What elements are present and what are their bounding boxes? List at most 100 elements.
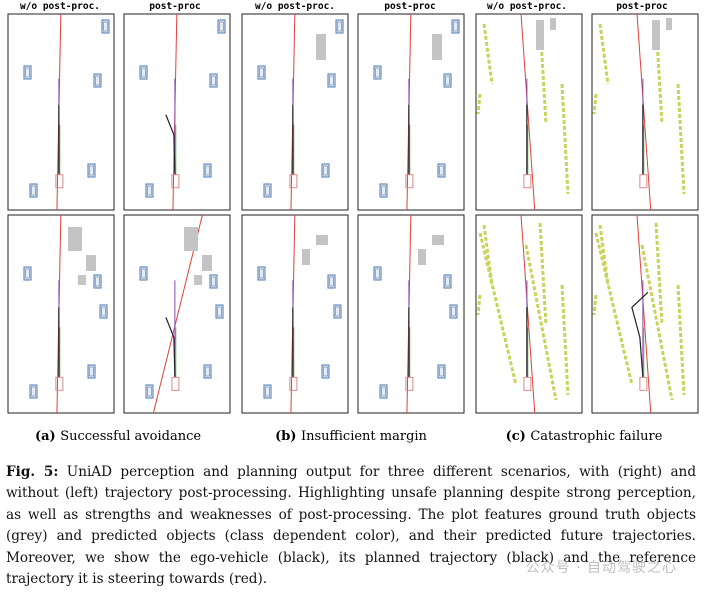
- subfigure-label: (c) Catastrophic failure: [506, 429, 663, 444]
- lane-marking: [676, 284, 686, 396]
- ego-vehicle: [289, 174, 298, 189]
- scenario-panel: [357, 214, 465, 414]
- predicted-object: [99, 304, 108, 319]
- ground-truth-object: [652, 20, 660, 50]
- predicted-object: [443, 274, 452, 289]
- scenario-panel: [123, 13, 231, 211]
- predicted-object: [335, 19, 344, 34]
- ground-truth-object: [329, 75, 334, 86]
- watermark: 公众号 · 自动驾驶之心: [525, 560, 677, 576]
- subfigure-label: (b) Insufficient margin: [275, 429, 427, 444]
- ground-truth-object: [184, 227, 198, 251]
- subfigure-tag: (c): [506, 429, 531, 444]
- panel-frame: [123, 214, 231, 414]
- ground-truth-object: [265, 185, 270, 196]
- panel-frame: [7, 214, 115, 414]
- ground-truth-object: [147, 185, 152, 196]
- scenario-panel: [357, 13, 465, 211]
- lane-marking: [482, 23, 494, 85]
- lane-marking: [476, 93, 482, 115]
- lane-marking: [538, 222, 548, 326]
- ground-truth-object: [335, 306, 340, 317]
- predicted-object: [145, 183, 154, 198]
- ground-truth-object: [451, 306, 456, 317]
- predicted-object: [437, 163, 446, 178]
- ground-truth-object: [205, 165, 210, 176]
- column-title: post-proc: [384, 1, 435, 12]
- ground-truth-object: [550, 18, 556, 30]
- panel-frame: [241, 214, 349, 414]
- reference-trajectory: [520, 215, 536, 413]
- scenario-panel: [123, 214, 231, 414]
- ground-truth-object: [25, 67, 30, 78]
- predicted-object: [263, 384, 272, 399]
- predicted-object: [203, 163, 212, 178]
- ground-truth-object: [316, 235, 328, 245]
- ego-vehicle: [55, 376, 64, 391]
- predicted-object: [209, 274, 218, 289]
- lane-marking: [560, 284, 570, 396]
- ground-truth-object: [259, 67, 264, 78]
- predicted-object: [321, 364, 330, 379]
- ground-truth-object: [141, 268, 146, 279]
- ground-truth-object: [418, 249, 426, 265]
- lane-marking: [594, 232, 634, 386]
- column-title: post-proc: [616, 1, 667, 12]
- ground-truth-object: [211, 276, 216, 287]
- ground-truth-object: [31, 386, 36, 397]
- predicted-object: [139, 266, 148, 281]
- ground-truth-object: [381, 386, 386, 397]
- reference-trajectory: [520, 14, 536, 210]
- ground-truth-object: [536, 20, 544, 50]
- reference-trajectory: [636, 14, 652, 210]
- ground-truth-object: [89, 366, 94, 377]
- ground-truth-object: [439, 366, 444, 377]
- predicted-object: [379, 183, 388, 198]
- subfigure-tag: (a): [35, 429, 60, 444]
- panel-frame: [357, 13, 465, 211]
- subfigure-title: Successful avoidance: [60, 429, 201, 444]
- ego-vehicle: [639, 376, 648, 391]
- predicted-object: [145, 384, 154, 399]
- ground-truth-object: [453, 21, 458, 32]
- planned-trajectory: [165, 317, 176, 378]
- subfigure-label: (a) Successful avoidance: [35, 429, 201, 444]
- lane-marking: [592, 294, 598, 316]
- ground-truth-object: [89, 165, 94, 176]
- scenario-panel: [241, 214, 349, 414]
- panel-frame: [475, 214, 583, 414]
- predicted-object: [321, 163, 330, 178]
- ground-truth-object: [337, 21, 342, 32]
- ground-truth-object: [323, 366, 328, 377]
- predicted-object: [209, 73, 218, 88]
- ego-vehicle: [171, 174, 180, 189]
- predicted-object: [379, 384, 388, 399]
- panel-frame: [7, 13, 115, 211]
- ground-truth-object: [205, 366, 210, 377]
- ground-truth-object: [147, 386, 152, 397]
- subfigure-title: Catastrophic failure: [530, 429, 662, 444]
- ego-vehicle: [55, 174, 64, 189]
- ground-truth-object: [68, 227, 82, 251]
- ground-truth-object: [445, 75, 450, 86]
- predicted-object: [139, 65, 148, 80]
- ground-truth-object: [78, 275, 86, 285]
- ground-truth-object: [316, 34, 326, 60]
- predicted-object: [257, 65, 266, 80]
- ground-truth-object: [95, 276, 100, 287]
- ego-vehicle: [171, 376, 180, 391]
- scenario-panel: [475, 13, 583, 211]
- ground-truth-object: [439, 165, 444, 176]
- predicted-object: [215, 304, 224, 319]
- scenario-panel: [591, 214, 699, 414]
- predicted-object: [217, 19, 226, 34]
- figure-canvas: w/o post-proc. post-proc w/o post-proc. pos…: [7, 1, 699, 444]
- predicted-object: [23, 65, 32, 80]
- lane-marking: [598, 23, 610, 85]
- figure-label: Fig. 5:: [6, 464, 59, 480]
- predicted-object: [327, 73, 336, 88]
- ground-truth-object: [302, 249, 310, 265]
- ground-truth-object: [666, 18, 672, 30]
- panel-frame: [357, 214, 465, 414]
- ground-truth-object: [202, 255, 212, 271]
